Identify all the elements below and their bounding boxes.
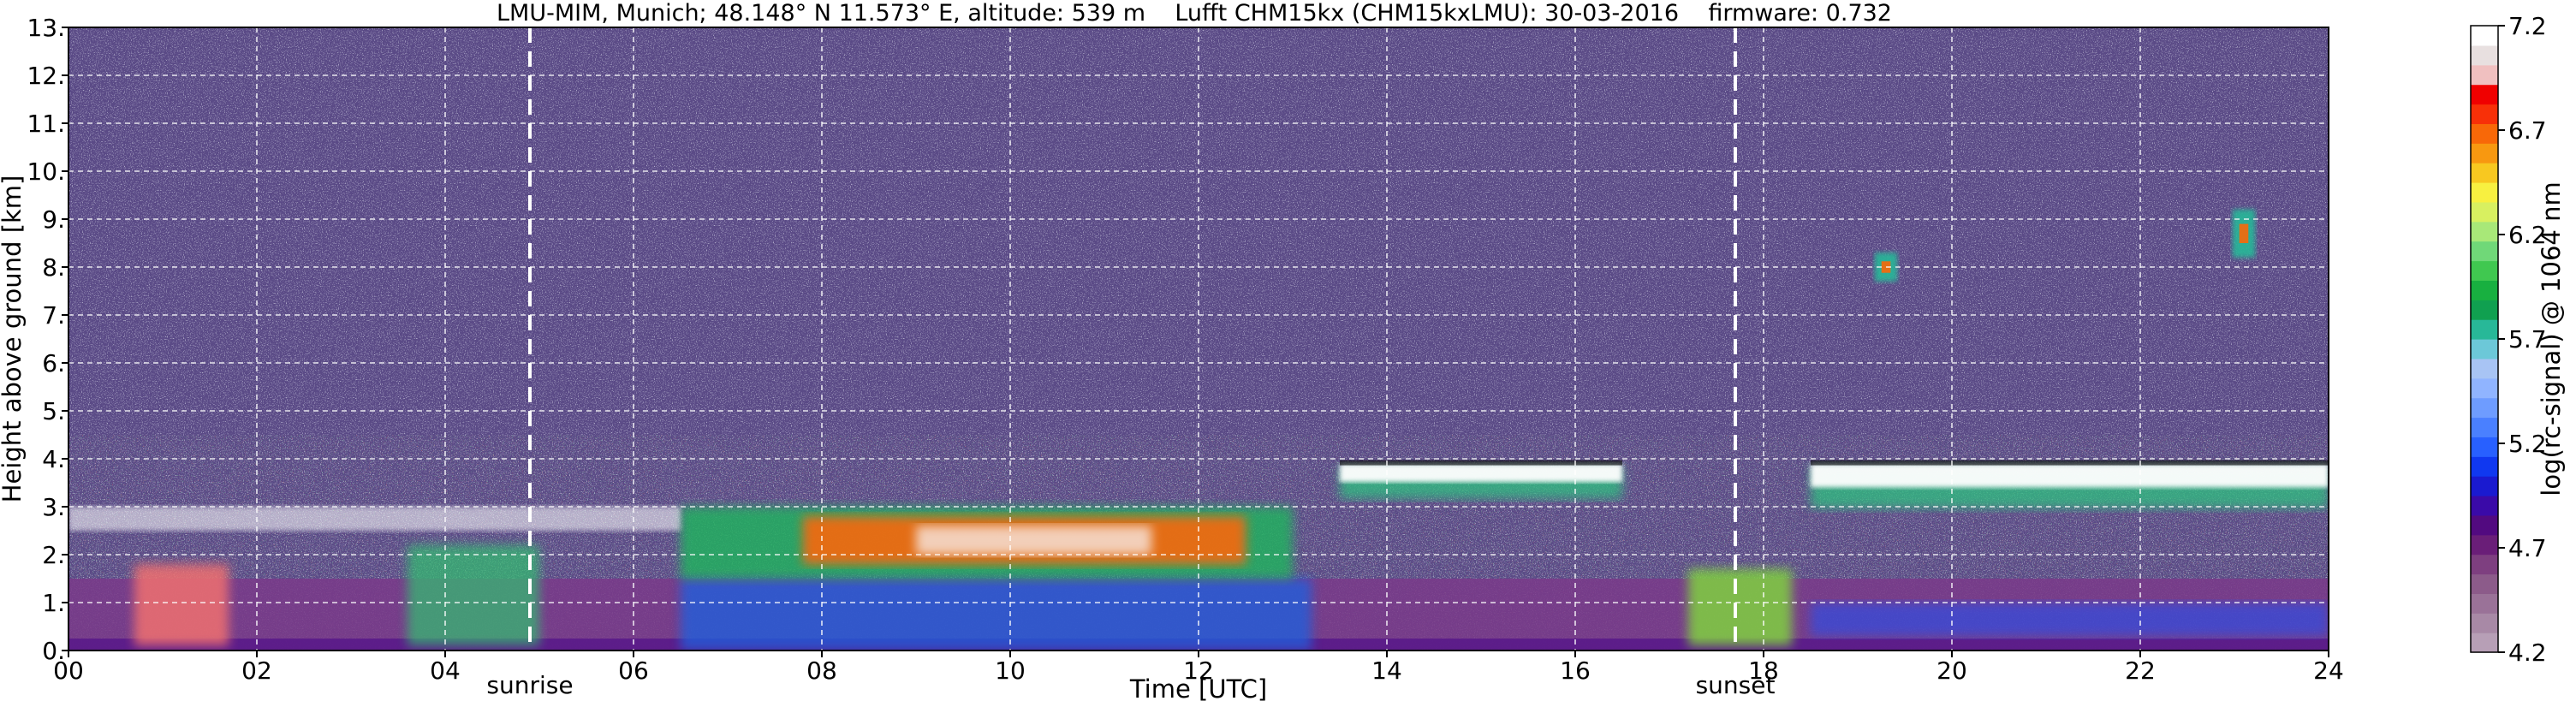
feature-plume-early xyxy=(134,564,229,646)
colorbar-segment xyxy=(2471,613,2498,633)
colorbar-tick-label: 6.7 xyxy=(2508,116,2547,145)
colorbar-tick-label: 5.7 xyxy=(2508,325,2547,354)
colorbar-segment xyxy=(2471,300,2498,320)
y-tick-label: 2. xyxy=(42,541,65,569)
colorbar-segment xyxy=(2471,45,2498,66)
x-axis-label: Time [UTC] xyxy=(1129,674,1267,704)
colorbar-label: log(rc-signal) @ 1064 nm xyxy=(2537,181,2566,496)
x-tick-label: 12 xyxy=(1183,656,1214,685)
y-tick-label: 1. xyxy=(42,589,65,617)
feature-cirrus-core-5 xyxy=(2239,223,2249,243)
y-tick-label: 0. xyxy=(42,637,65,665)
colorbar-segment xyxy=(2471,534,2498,556)
colorbar-tick-label: 6.2 xyxy=(2508,221,2547,249)
x-tick-label: 24 xyxy=(2313,656,2344,685)
colorbar-segment xyxy=(2471,633,2498,653)
colorbar-segment xyxy=(2471,456,2498,477)
colorbar-tick-label: 5.2 xyxy=(2508,430,2547,458)
event-label-sunset: sunset xyxy=(1696,671,1776,699)
x-tick-label: 08 xyxy=(806,656,837,685)
colorbar-segment xyxy=(2471,143,2498,163)
colorbar-segment xyxy=(2471,377,2498,399)
colorbar-segment xyxy=(2471,496,2498,516)
feature-cloud-top-3 xyxy=(1811,460,2329,466)
feature-cloud-top-2 xyxy=(1340,460,1622,466)
feature-night-layer xyxy=(1811,603,2329,637)
x-tick-label: 16 xyxy=(1560,656,1591,685)
colorbar-tick-label: 4.2 xyxy=(2508,639,2547,667)
colorbar-segment xyxy=(2471,514,2498,536)
colorbar-tick-label: 7.2 xyxy=(2508,12,2547,40)
y-tick-label: 3. xyxy=(42,493,65,521)
feature-cloud-2 xyxy=(1340,463,1622,483)
event-lines xyxy=(528,27,1737,651)
colorbar-segment xyxy=(2471,64,2498,86)
x-tick-label: 14 xyxy=(1371,656,1402,685)
x-tick-label: 00 xyxy=(53,656,84,685)
y-tick-label: 13. xyxy=(27,14,65,42)
colorbar-segment xyxy=(2471,437,2498,457)
feature-morning-plume xyxy=(408,544,539,646)
colorbar-segment xyxy=(2471,182,2498,203)
y-tick-label: 6. xyxy=(42,349,65,377)
y-axis: 0. 1. 2. 3. 4. 5. 6. 7. 8. 9. 10. 11. 12. 13. xyxy=(27,14,68,665)
x-tick-label: 10 xyxy=(995,656,1026,685)
y-tick-label: 12. xyxy=(27,62,65,90)
colorbar-segment xyxy=(2471,417,2498,437)
colorbar-segment xyxy=(2471,163,2498,183)
colorbar-segment xyxy=(2471,201,2498,223)
y-tick-label: 7. xyxy=(42,301,65,330)
y-tick-label: 5. xyxy=(42,397,65,425)
colorbar-segment xyxy=(2471,593,2498,614)
feature-residual-layer xyxy=(68,507,681,531)
colorbar-segment xyxy=(2471,339,2498,359)
colorbar-segment xyxy=(2471,358,2498,379)
x-axis: 00 02 04 06 08 10 12 14 16 18 20 22 24 xyxy=(53,651,2344,685)
event-labels: sunrise sunset xyxy=(486,671,1775,699)
colorbar-segment xyxy=(2471,241,2498,262)
x-tick-label: 18 xyxy=(1748,656,1779,685)
feature-cloud-3 xyxy=(1811,463,2329,488)
plot-area xyxy=(68,27,2329,651)
feature-blue-layer xyxy=(681,579,1312,651)
y-tick-label: 11. xyxy=(27,110,65,138)
x-tick-label: 20 xyxy=(1936,656,1967,685)
x-tick-label: 04 xyxy=(430,656,461,685)
colorbar-segment xyxy=(2471,260,2498,281)
colorbar-ticks: 4.2 4.7 5.2 5.7 6.2 6.7 7.2 xyxy=(2498,12,2547,667)
event-label-sunrise: sunrise xyxy=(486,671,573,699)
colorbar-segment xyxy=(2471,84,2498,105)
colorbar-segment xyxy=(2471,319,2498,340)
colorbar xyxy=(2470,25,2499,653)
colorbar-segment xyxy=(2471,573,2498,594)
x-tick-label: 02 xyxy=(241,656,272,685)
y-axis-label: Height above ground [km] xyxy=(0,175,27,503)
grid-lines xyxy=(68,27,2329,651)
y-tick-label: 9. xyxy=(42,205,65,234)
colorbar-segment xyxy=(2471,280,2498,300)
colorbar-segment xyxy=(2471,123,2498,144)
y-tick-label: 10. xyxy=(27,157,65,186)
colorbar-segment xyxy=(2471,221,2498,242)
chart-title: LMU-MIM, Munich; 48.148° N 11.573° E, al… xyxy=(497,0,1892,27)
colorbar-segment xyxy=(2471,554,2498,575)
feature-aerosol-peak xyxy=(916,526,1151,555)
colorbar-segment xyxy=(2471,26,2498,46)
y-tick-label: 4. xyxy=(42,445,65,473)
y-tick-label: 8. xyxy=(42,253,65,282)
colorbar-tick-label: 4.7 xyxy=(2508,534,2547,562)
colorbar-segment xyxy=(2471,476,2498,496)
feature-plume-evening xyxy=(1688,568,1792,646)
colorbar-segment xyxy=(2471,104,2498,124)
colorbar-segment xyxy=(2471,397,2498,419)
x-tick-label: 06 xyxy=(618,656,649,685)
x-tick-label: 22 xyxy=(2125,656,2156,685)
